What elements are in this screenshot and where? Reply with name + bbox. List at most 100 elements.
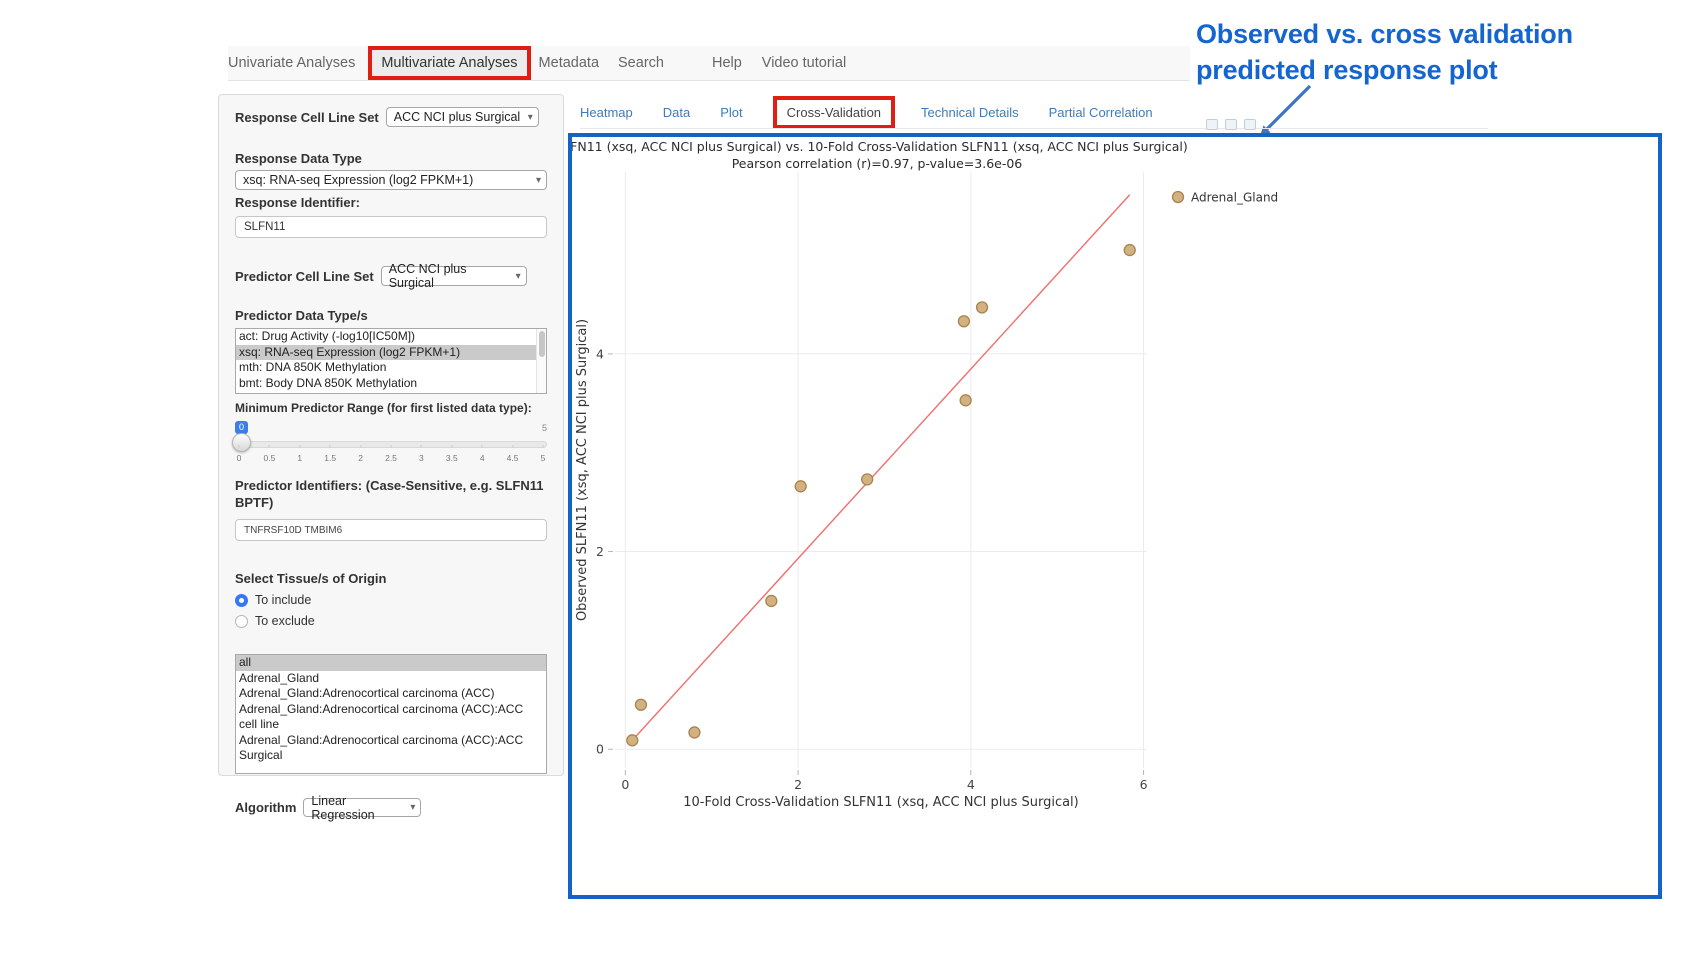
response-data-type-value: xsq: RNA-seq Expression (log2 FPKM+1) [243,173,474,187]
predictor-data-types-list[interactable]: act: Drug Activity (-log10[IC50M]) xsq: R… [235,328,547,394]
zoom-icon[interactable] [1225,119,1237,130]
tab-heatmap[interactable]: Heatmap [580,104,633,120]
algorithm-label: Algorithm [235,800,297,815]
slider-value-badge: 0 [235,421,249,434]
option-bmt-body-dna-850k-methylation[interactable]: bmt: Body DNA 850K Methylation [239,375,418,390]
option-xsq-rna-seq-expression-log2-fpkm-1[interactable]: xsq: RNA-seq Expression (log2 FPKM+1) [236,344,546,360]
chevron-down-icon: ▾ [410,802,416,813]
response-cell-line-set-select[interactable]: ACC NCI plus Surgical ▾ [385,107,539,127]
response-cell-line-set-label: Response Cell Line Set [235,109,379,125]
slider-tick-label: 4 [479,453,485,463]
camera-icon[interactable] [1206,119,1218,130]
nav-item-search[interactable]: Search [618,55,664,71]
response-cell-line-set-value: ACC NCI plus Surgical [393,110,521,124]
tab-plot[interactable]: Plot [720,104,743,120]
chevron-down-icon: ▾ [515,270,521,282]
min-predictor-range-slider[interactable]: 0 5 0 0.5 1 1.5 2 2.5 3 3.5 4 4.5 5 [232,421,547,467]
option-mth-dna-850k-methylation[interactable]: mth: DNA 850K Methylation [239,360,387,374]
legend-marker[interactable] [1171,190,1185,204]
nav-item-univariate-analyses[interactable]: Univariate Analyses [228,55,356,71]
predictor-cell-line-set-value: ACC NCI plus Surgical [388,262,467,290]
option-act-drug-activity-log10-ic50m[interactable]: act: Drug Activity (-log10[IC50M]) [239,329,416,343]
slider-tick-mark [451,445,453,448]
x-tick-label: 6 [1140,777,1148,792]
nav-item-help[interactable]: Help [711,55,742,71]
plot-subtitle: Pearson correlation (r)=0.97, p-value=3.… [731,155,1023,171]
data-point[interactable] [626,734,639,747]
response-identifier-label: Response Identifier: [235,195,360,210]
slider-ticks: 0 0.5 1 1.5 2 2.5 3 3.5 4 4.5 5 [236,445,546,465]
home-icon[interactable] [1244,119,1256,130]
scrollbar-thumb[interactable] [539,331,545,357]
sidebar-panel: Response Cell Line Set ACC NCI plus Surg… [218,94,564,822]
tab-technical-details[interactable]: Technical Details [921,104,1019,120]
slider-tick-label: 0 [236,453,242,463]
plot-title: .FN11 (xsq, ACC NCI plus Surgical) vs. 1… [568,139,1188,154]
plot-panel: .FN11 (xsq, ACC NCI plus Surgical) vs. 1… [568,133,1662,899]
option-all[interactable]: all [236,655,546,671]
slider-tick-mark [512,445,514,448]
scrollbar[interactable] [536,329,546,393]
nav-item-metadata[interactable]: Metadata [538,55,600,71]
slider-tick-mark [481,445,483,448]
y-tick-label: 4 [596,346,604,361]
option-adrenal-gland-adrenocortical-carcinoma-a[interactable]: Adrenal_Gland:Adrenocortical carcinoma (… [239,701,524,732]
data-point[interactable] [959,394,972,407]
predictor-data-types-label: Predictor Data Type/s [235,308,368,323]
data-point[interactable] [688,726,701,739]
x-axis-title: 10-Fold Cross-Validation SLFN11 (xsq, AC… [683,795,1079,810]
tabs-underline [580,128,1488,129]
data-point[interactable] [861,473,874,486]
annotation-line1: Observed vs. cross validation [1196,19,1573,49]
data-point[interactable] [957,315,971,328]
option-adrenal-gland[interactable]: Adrenal_Gland [239,670,320,685]
data-point[interactable] [1123,243,1136,257]
nav-item-video-tutorial[interactable]: Video tutorial [761,55,847,71]
scatter-chart[interactable]: 0 2 4 6 0 2 4 10-Fold Cross-Validation SLFN11 (… [572,163,1657,853]
nav-items: Univariate Analyses Multivariate Analyses… [228,46,1190,80]
predictor-cell-line-set-select[interactable]: ACC NCI plus Surgical ▾ [380,262,527,290]
slider-tick-label: 3.5 [445,453,458,463]
slider-tick-label: 1 [297,453,303,463]
slider-handle[interactable] [232,433,251,452]
annotation-text: Observed vs. cross validation predicted … [1196,16,1573,88]
radio-to-include[interactable]: To include [235,593,547,607]
plotly-modebar[interactable] [1206,119,1256,130]
y-axis-title: Observed SLFN11 (xsq, ACC NCI plus Surgi… [575,319,590,621]
x-tick-label: 4 [967,777,975,792]
response-data-type-select[interactable]: xsq: RNA-seq Expression (log2 FPKM+1) ▾ [235,170,547,190]
data-point[interactable] [975,301,989,314]
predictor-cell-line-set-label: Predictor Cell Line Set [235,268,374,284]
slider-tick-label: 3 [419,453,424,463]
option-adrenal-gland-adrenocortical-carcinoma-a[interactable]: Adrenal_Gland:Adrenocortical carcinoma (… [239,686,495,700]
slider-tick-mark [542,445,544,448]
chevron-down-icon: ▾ [527,111,533,123]
radio-checked-icon[interactable] [235,593,248,607]
tissue-list[interactable]: all Adrenal_Gland Adrenal_Gland:Adrenocort… [235,654,547,774]
predictor-identifiers-label: Predictor Identifiers: (Case-Sensitive, … [235,478,544,510]
predictor-identifiers-input[interactable] [235,519,547,541]
option-adrenal-gland-adrenocortical-carcinoma-a[interactable]: Adrenal_Gland:Adrenocortical carcinoma (… [239,732,524,763]
slider-tick-label: 5 [540,453,546,463]
data-point[interactable] [794,480,807,493]
response-identifier-input[interactable] [235,216,547,238]
radio-unchecked-icon[interactable] [235,614,248,628]
radio-to-exclude[interactable]: To exclude [235,614,547,628]
nav-item-multivariate-analyses[interactable]: Multivariate Analyses [368,46,531,80]
tab-data[interactable]: Data [662,104,691,120]
x-tick-label: 2 [794,777,802,792]
legend-label[interactable]: Adrenal_Gland [1191,191,1278,205]
slider-tick-label: 2 [358,453,363,463]
data-point[interactable] [634,698,648,711]
plot-title-block: .FN11 (xsq, ACC NCI plus Surgical) vs. 1… [568,139,1227,172]
slider-tick-label: 2.5 [385,453,397,463]
algorithm-select[interactable]: Linear Regression ▾ [303,794,422,822]
radio-to-include-label: To include [255,593,312,607]
tab-partial-correlation[interactable]: Partial Correlation [1048,104,1153,120]
tab-cross-validation[interactable]: Cross-Validation [772,95,896,129]
slider-tick-label: 0.5 [263,453,276,463]
data-point[interactable] [765,594,778,608]
slider-max-label: 5 [541,423,547,433]
slider-tick-mark [360,445,362,448]
slider-tick-mark [268,445,270,448]
